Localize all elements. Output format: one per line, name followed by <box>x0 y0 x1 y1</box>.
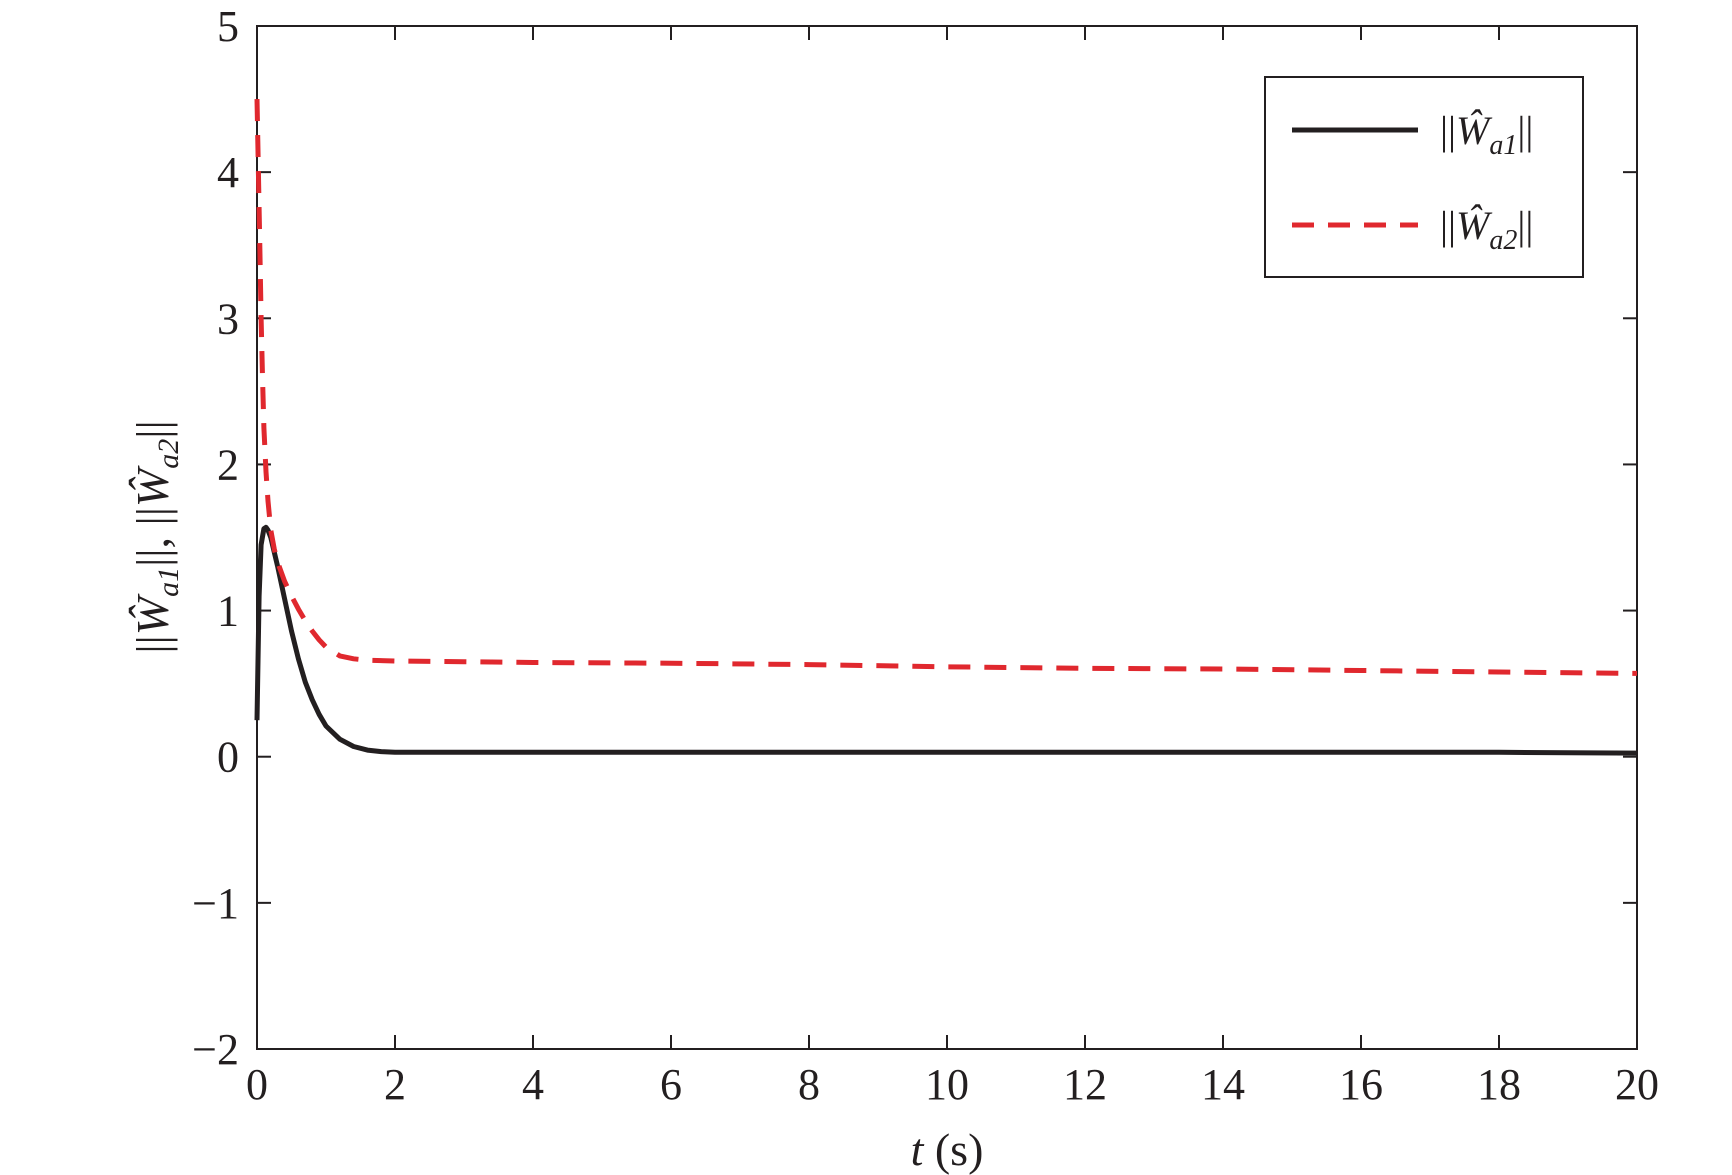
y-tick-label: −2 <box>192 1025 239 1074</box>
x-tick-label: 16 <box>1339 1060 1383 1109</box>
x-tick-label: 4 <box>522 1060 544 1109</box>
legend-box <box>1264 76 1584 278</box>
x-tick-label: 2 <box>384 1060 406 1109</box>
x-tick-label: 0 <box>246 1060 268 1109</box>
x-tick-label: 10 <box>925 1060 969 1109</box>
series-line-1 <box>254 524 1638 756</box>
y-tick-label: 5 <box>217 2 239 51</box>
y-tick-label: 4 <box>217 148 239 197</box>
legend: ||Ŵa1|| ||Ŵa2|| <box>1264 76 1584 278</box>
y-tick-label: 1 <box>217 587 239 636</box>
x-axis-label: t (s) <box>911 1124 984 1175</box>
y-tick-label: 0 <box>217 733 239 782</box>
x-tick-label: 12 <box>1063 1060 1107 1109</box>
x-tick-label: 8 <box>798 1060 820 1109</box>
y-tick-label: −1 <box>192 879 239 928</box>
y-tick-label: 2 <box>217 440 239 489</box>
x-tick-label: 18 <box>1477 1060 1521 1109</box>
legend-label-series-2: ||Ŵa2|| <box>1440 203 1533 256</box>
x-tick-label: 14 <box>1201 1060 1245 1109</box>
y-axis-label: ||Ŵa1||, ||Ŵa2|| <box>127 420 185 653</box>
series-layer <box>254 99 1638 756</box>
y-tick-label: 3 <box>217 294 239 343</box>
x-tick-label: 6 <box>660 1060 682 1109</box>
legend-label-series-1: ||Ŵa1|| <box>1440 108 1533 161</box>
x-tick-label: 20 <box>1615 1060 1659 1109</box>
series-line-2 <box>254 99 1638 676</box>
